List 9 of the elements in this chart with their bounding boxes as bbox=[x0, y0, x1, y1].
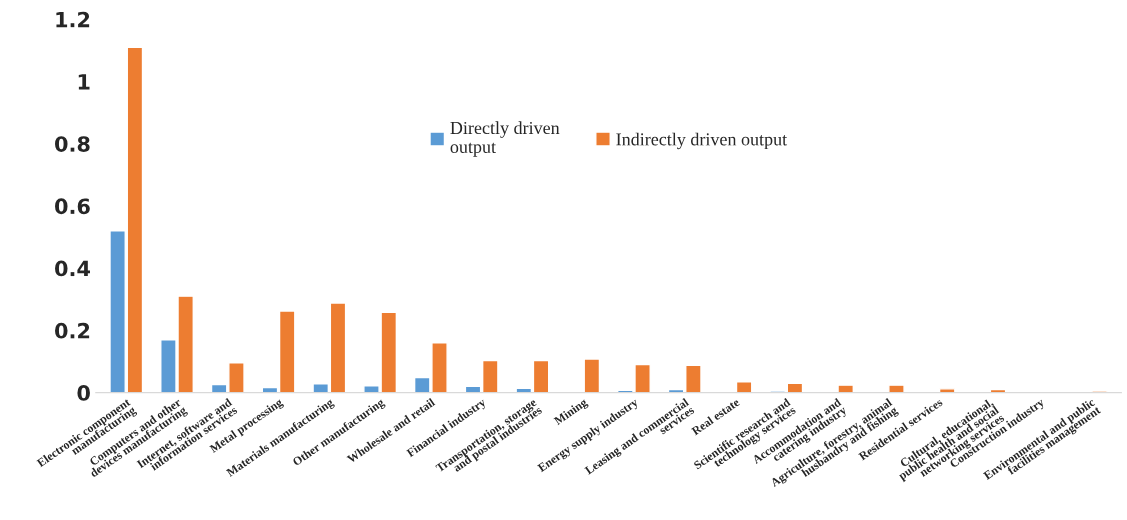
y-tick-label: 0 bbox=[77, 385, 90, 401]
y-tick-label: 0.4 bbox=[55, 260, 90, 277]
y-tick-label: 1 bbox=[78, 74, 90, 90]
y-tick-label: 0.8 bbox=[55, 136, 90, 152]
y-tick-label: 0.2 bbox=[55, 322, 90, 339]
y-tick-label: 0.6 bbox=[55, 198, 90, 215]
legend-label: Indirectly driven output bbox=[616, 132, 788, 150]
y-tick-label: 1.2 bbox=[56, 11, 90, 28]
legend-label: Directly driven output bbox=[450, 121, 560, 157]
